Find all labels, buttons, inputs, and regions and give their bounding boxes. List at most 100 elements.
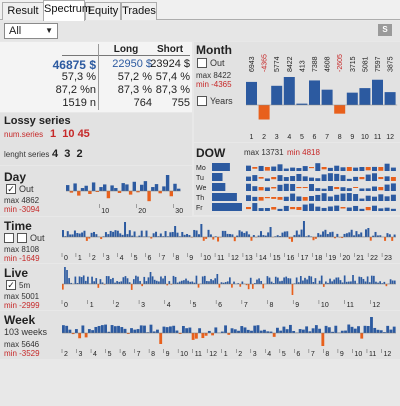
week-bar [162,326,166,333]
month-tick-label: 7 [325,134,329,141]
dow-cell-bar [315,194,321,201]
dow-cell-bar [258,165,264,171]
dow-cell-bar [277,184,283,191]
day-bar [165,175,170,191]
time-bar [233,237,236,242]
time-bar [140,230,143,237]
week-bar [276,327,279,333]
week-bar [74,329,78,333]
time-tick-label: 11 [217,255,224,262]
time-tick-label: 8 [175,255,179,262]
live-bar [201,276,204,284]
dow-cell-bar [258,197,264,201]
dow-cell-bar [384,196,390,201]
live-tick-label: 3 [141,302,145,309]
week-bar [169,326,172,333]
week-bar [214,327,218,333]
month-tick-label: 6 [313,134,317,141]
time-bar [176,232,179,237]
time-tick-label: 3 [106,255,110,262]
live-5m-checkbox[interactable]: ✓ [6,280,16,290]
week-bar [175,330,179,333]
week-bar [211,333,215,336]
week-bar [136,329,140,333]
day-out-checkbox[interactable]: ✓ [6,184,16,194]
empty-area [0,360,400,406]
time-bar [126,234,129,237]
week-bar [298,329,302,333]
long-header: Long [113,44,139,55]
week-tick-label: 11 [369,351,376,358]
time-bar [71,234,74,237]
time-bar [369,237,372,241]
time-bar [90,232,93,237]
live-tick-label: 2 [115,302,119,309]
live-bar [312,282,315,284]
live-bar [237,283,240,284]
dow-cell-bar [327,206,333,211]
dow-cell-bar [277,197,283,200]
month-bar [372,79,383,105]
time-bar [262,235,265,237]
time-bar [386,233,389,237]
time-bar [221,230,224,237]
week-bar [91,330,95,333]
week-bar [383,332,386,333]
time-tick-label: 2 [92,255,96,262]
month-out-checkbox[interactable] [197,58,207,68]
time-bar [133,231,136,237]
live-bar [101,282,104,284]
dow-cell-bar [309,196,314,201]
time-tick-label: 19 [328,255,336,262]
live-bar [118,281,121,284]
time-bar [279,236,282,237]
time-bar [302,221,305,237]
live-bar [155,280,158,284]
time-bar [195,230,198,237]
month-max: max 8422 [196,71,232,80]
dow-cell-bar [340,175,346,181]
live-bar [139,281,141,284]
filter-dropdown[interactable]: All ▼ [4,23,58,39]
time-tick-label: 7 [161,255,165,262]
week-tick-label: 10 [180,351,188,358]
week-bar [230,328,234,333]
time-bar [360,232,363,237]
week-bar [269,331,273,333]
week-bar [133,329,137,333]
time-checkbox[interactable] [4,233,14,243]
week-bar [104,324,107,333]
week-bar [370,317,373,333]
month-years-checkbox[interactable] [197,96,207,106]
tab-trades[interactable]: Trades [121,2,157,20]
dow-cell-bar [246,176,251,181]
dow-cell-bar [390,183,396,191]
live-bar [191,281,194,284]
time-bar [183,234,186,237]
tab-equity[interactable]: Equity [85,2,121,20]
month-bar [296,103,308,105]
s-button[interactable]: S [378,24,392,36]
tab-result[interactable]: Result [2,2,44,20]
day-bar [136,191,140,193]
time-tick-label: 10 [203,255,211,262]
day-bar [128,191,133,195]
live-bar [222,282,225,284]
dow-cell-bar [302,204,308,211]
live-bar [389,279,392,284]
time-bar [336,233,339,237]
tab-spectrum[interactable]: Spectrum [43,0,91,21]
dow-cell-bar [264,207,270,211]
time-out-checkbox[interactable] [17,233,27,243]
month-value-label: 3875 [388,56,395,72]
dow-cell-bar [365,167,371,171]
time-bar [264,235,267,237]
month-value-label: 5774 [274,56,281,72]
week-bar [282,326,286,333]
live-bar [287,278,290,284]
week-bar [240,326,244,333]
live-tick-label: 9 [295,302,299,309]
week-bar [379,330,383,333]
week-bar [117,325,120,333]
month-bar [271,85,283,105]
